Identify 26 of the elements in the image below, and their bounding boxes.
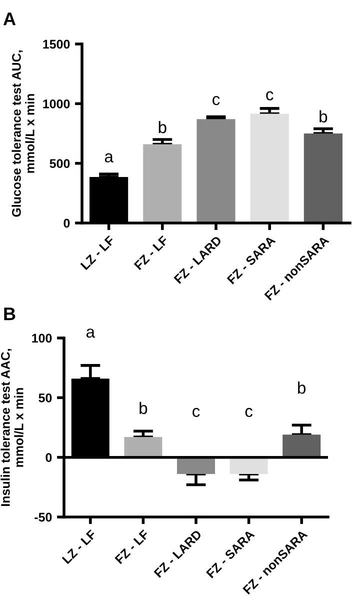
annotation: b	[158, 120, 166, 134]
y-axis-title: Glucose tolerance test AUC, mmol/L x min	[12, 50, 34, 217]
y-tick-label: 50	[38, 393, 52, 402]
y-tick-label: 100	[32, 334, 52, 343]
y-tick-label: 500	[50, 159, 70, 168]
x-tick-label: FZ - LF	[114, 529, 150, 564]
text: a	[86, 328, 96, 338]
y-tick-label: -50	[34, 512, 52, 522]
annotation: b	[320, 110, 328, 122]
annotation: c	[245, 408, 253, 418]
annotation: a	[104, 153, 114, 162]
annotation: b	[298, 382, 306, 394]
x-tick-label: FZ - LF	[134, 235, 168, 270]
y-tick-label: 1000	[43, 99, 70, 108]
y-tick-label: 1500	[43, 40, 70, 49]
y-axis-title: Insulin tolerance test AAC, mmol/L x min	[0, 349, 24, 506]
x-tick-label: LZ - LF	[80, 235, 115, 270]
chart-title: B	[4, 308, 16, 320]
y-tick-label: 0	[64, 218, 70, 228]
annotation: b	[140, 402, 148, 414]
annotation: c	[192, 408, 200, 418]
y-tick-label: 0	[46, 453, 52, 462]
annotation: c	[266, 91, 274, 100]
x-tick-label: LZ - LF	[62, 529, 96, 564]
annotation: c	[212, 96, 220, 106]
chart-title: A	[3, 12, 16, 26]
